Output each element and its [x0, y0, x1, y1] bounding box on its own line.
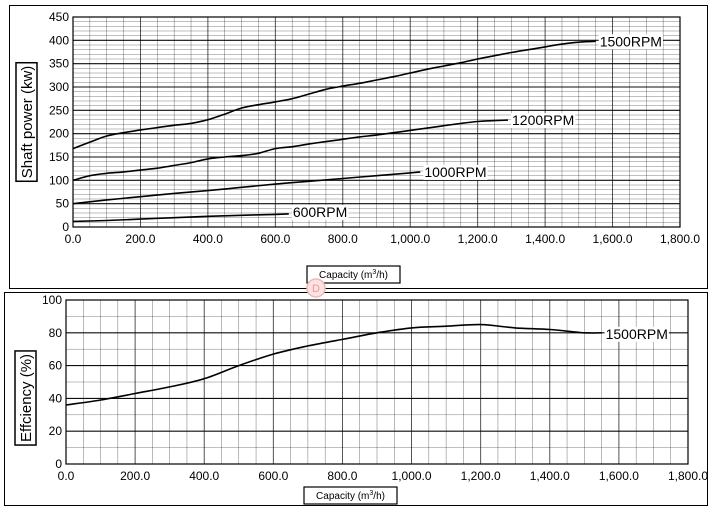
y-tick-label: 100: [49, 173, 69, 187]
efficiency-chart: 0 20 40 60 80 100 0.0 200.0 400.0 600.0 800.0 1,000…: [14, 293, 708, 505]
x-tick-label: 800.0: [328, 232, 358, 246]
plot-area-border: [65, 299, 689, 465]
x-tick-label: 800.0: [327, 469, 357, 483]
y-tick-label: 60: [49, 359, 63, 373]
series-label-bg: [423, 164, 488, 180]
series-label-bg: [598, 34, 663, 50]
y-axis-title-text: Effciency (%): [18, 354, 35, 442]
x-tick-label: 1,200.0: [461, 469, 501, 483]
series-label-text: 600RPM: [293, 204, 347, 220]
y-tick-label: 350: [49, 57, 69, 71]
y-tick-label: 100: [42, 293, 62, 307]
shaft-power-chart: 0 50 100 150 200 250 300 350 400 450 0.0 200.0 400.0…: [15, 10, 700, 284]
watermark-logo: D: [306, 278, 326, 298]
y-tick-label: 0: [55, 457, 62, 471]
x-tick-label: 600.0: [258, 469, 288, 483]
x-tick-label: 400.0: [189, 469, 219, 483]
y-tick-label: 40: [49, 391, 63, 405]
y-tick-label: 150: [49, 150, 69, 164]
y-tick-label: 20: [49, 424, 63, 438]
y-axis-title: Effciency (%): [14, 350, 37, 446]
x-axis-title-sup: 3: [369, 490, 373, 497]
series-label-text: 1500RPM: [600, 33, 662, 49]
x-tick-label: 1,000.0: [390, 232, 430, 246]
x-tick-label: 1,000.0: [392, 469, 432, 483]
y-axis-title-box: [14, 350, 37, 446]
series-line-1200rpm: [72, 119, 509, 182]
x-axis-title-sup: 3: [372, 269, 376, 276]
x-tick-label: 1,400.0: [525, 232, 565, 246]
series-label-1200rpm: 1200RPM: [511, 112, 576, 129]
plot-area-border: [72, 16, 681, 228]
y-tick-label: 300: [49, 80, 69, 94]
series-label-bg: [604, 326, 669, 342]
series-line-1500rpm: [72, 40, 596, 150]
x-tick-label: 1,200.0: [458, 232, 498, 246]
watermark-glyph: D: [312, 283, 320, 295]
series-label-text: 1500RPM: [606, 326, 668, 342]
x-axis-title-main: Capacity (m: [316, 491, 369, 502]
x-tick-label: 1,800.0: [668, 469, 708, 483]
x-axis-title-box: [306, 265, 401, 284]
y-tick-label: 250: [49, 103, 69, 117]
series-line-1500rpm: [65, 323, 602, 406]
series-line-600rpm: [72, 213, 289, 223]
x-axis-title-tail: /h): [373, 491, 385, 502]
series-label-bg: [511, 113, 576, 129]
series-label-text: 1200RPM: [512, 112, 574, 128]
x-tick-label: 0.0: [65, 232, 82, 246]
y-tick-label: 0: [62, 220, 69, 234]
x-tick-label: 200.0: [125, 232, 155, 246]
series-label-1500rpm: 1500RPM: [598, 33, 663, 50]
y-axis-title: Shaft power (kw): [15, 61, 38, 183]
x-tick-label: 200.0: [120, 469, 150, 483]
x-axis-title: Capacity (m3/h): [316, 490, 385, 502]
x-axis-title-box: [303, 486, 398, 505]
y-tick-label: 80: [49, 326, 63, 340]
y-axis-title-text: Shaft power (kw): [19, 66, 36, 179]
x-tick-label: 0.0: [58, 469, 75, 483]
series-label-600rpm: 600RPM: [291, 204, 349, 220]
series-label-text: 1000RPM: [424, 164, 486, 180]
efficiency-panel-frame: [4, 292, 708, 506]
y-tick-label: 50: [56, 197, 70, 211]
x-axis-title-tail: /h): [376, 270, 388, 281]
y-tick-label: 200: [49, 127, 69, 141]
series-label-bg: [291, 204, 349, 220]
series-label-1500rpm: 1500RPM: [604, 326, 669, 342]
x-tick-label: 1,400.0: [530, 469, 570, 483]
y-tick-label: 450: [49, 10, 69, 24]
y-axis-title-box: [15, 61, 38, 183]
series-line-1000rpm: [72, 171, 421, 205]
x-tick-label: 1,600.0: [599, 469, 639, 483]
x-tick-label: 1,800.0: [660, 232, 700, 246]
x-tick-label: 600.0: [260, 232, 290, 246]
x-axis-title-main: Capacity (m: [319, 270, 372, 281]
shaft-power-panel-frame: [9, 5, 708, 289]
x-tick-label: 400.0: [193, 232, 223, 246]
series-label-1000rpm: 1000RPM: [423, 164, 488, 180]
y-tick-label: 400: [49, 33, 69, 47]
x-axis-title: Capacity (m3/h): [319, 269, 388, 281]
x-tick-label: 1,600.0: [593, 232, 633, 246]
